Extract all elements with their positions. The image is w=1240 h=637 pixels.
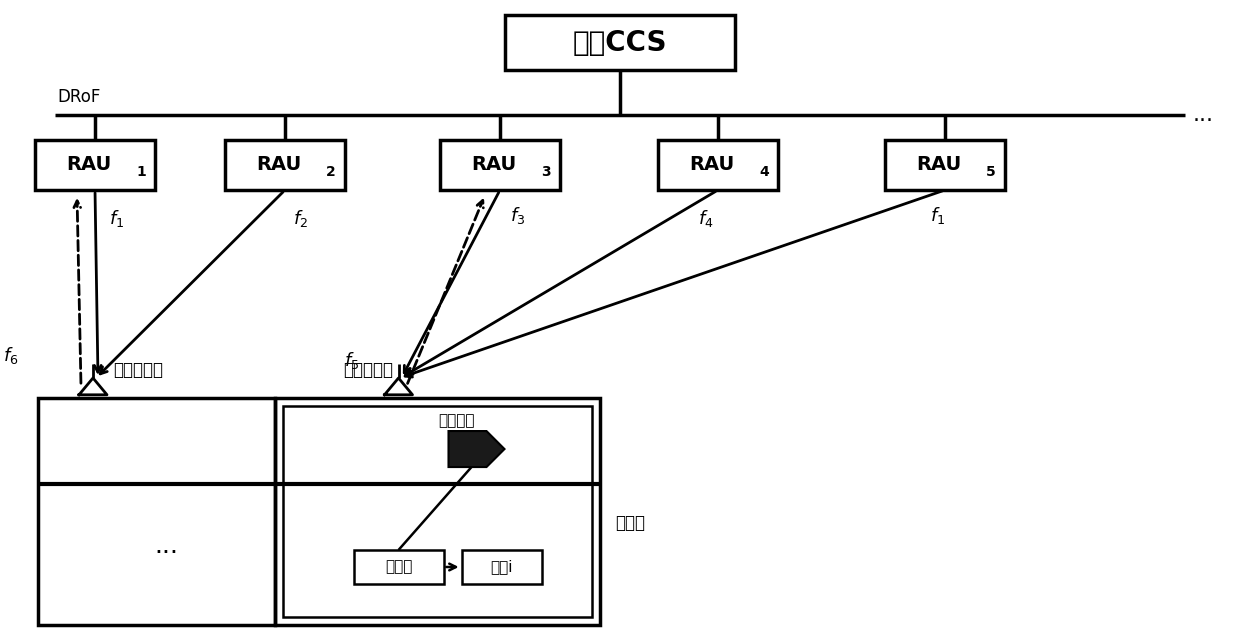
Text: 设备i: 设备i <box>490 559 513 575</box>
Bar <box>275 398 600 625</box>
Text: $f_1$: $f_1$ <box>109 208 124 229</box>
Bar <box>283 406 591 617</box>
Text: $f_6$: $f_6$ <box>2 345 19 366</box>
Text: 1: 1 <box>136 165 146 179</box>
Bar <box>505 15 735 70</box>
Text: RAU: RAU <box>916 155 962 175</box>
Bar <box>658 140 777 190</box>
Text: 交换机: 交换机 <box>384 559 412 575</box>
Text: 驾驶室: 驾驶室 <box>615 514 645 532</box>
Text: $f_1$: $f_1$ <box>930 205 945 226</box>
Polygon shape <box>449 431 505 467</box>
Text: 5: 5 <box>986 165 996 179</box>
Bar <box>38 398 275 625</box>
Text: RAU: RAU <box>689 155 734 175</box>
Text: $f_2$: $f_2$ <box>293 208 308 229</box>
Bar <box>35 140 155 190</box>
Text: 2: 2 <box>326 165 336 179</box>
Text: 服务CCS: 服务CCS <box>573 29 667 57</box>
Text: ...: ... <box>155 534 179 557</box>
Text: 前天线单元: 前天线单元 <box>343 361 393 379</box>
Text: RAU: RAU <box>471 155 517 175</box>
Text: ...: ... <box>1193 105 1214 125</box>
Text: DRoF: DRoF <box>57 88 100 106</box>
Text: RAU: RAU <box>67 155 112 175</box>
Text: 车载中继: 车载中继 <box>439 413 475 429</box>
Bar <box>440 140 560 190</box>
Text: 4: 4 <box>759 165 769 179</box>
Bar <box>224 140 345 190</box>
Bar <box>885 140 1004 190</box>
Bar <box>461 550 542 584</box>
Text: $f_5$: $f_5$ <box>343 350 358 371</box>
Text: $f_4$: $f_4$ <box>698 208 713 229</box>
Text: $f_3$: $f_3$ <box>510 205 526 226</box>
Text: 后天线单元: 后天线单元 <box>113 361 162 379</box>
Bar <box>353 550 444 584</box>
Text: 3: 3 <box>541 165 551 179</box>
Text: RAU: RAU <box>257 155 301 175</box>
